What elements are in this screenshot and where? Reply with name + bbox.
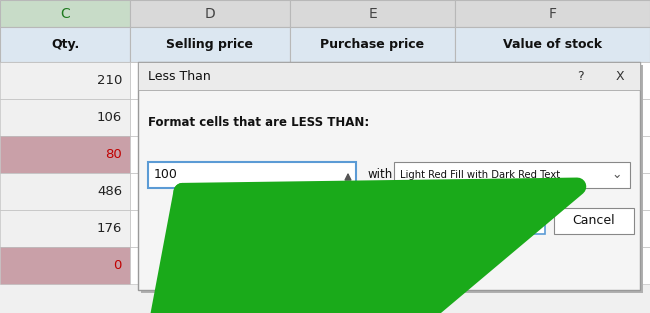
Text: Format cells that are LESS THAN:: Format cells that are LESS THAN: — [148, 115, 369, 129]
FancyBboxPatch shape — [130, 27, 290, 62]
FancyBboxPatch shape — [290, 0, 455, 27]
FancyBboxPatch shape — [0, 136, 130, 173]
Text: 486: 486 — [97, 185, 122, 198]
Text: 176: 176 — [97, 222, 122, 235]
Text: Qty.: Qty. — [51, 38, 79, 51]
Text: 7: 7 — [634, 185, 642, 198]
Text: 2: 2 — [634, 148, 642, 161]
Text: C: C — [60, 7, 70, 20]
FancyBboxPatch shape — [455, 0, 650, 27]
Text: 100: 100 — [154, 168, 178, 182]
Text: D: D — [205, 7, 215, 20]
FancyBboxPatch shape — [455, 62, 650, 99]
FancyBboxPatch shape — [148, 162, 356, 188]
FancyBboxPatch shape — [465, 208, 545, 234]
FancyBboxPatch shape — [290, 62, 455, 99]
Text: Purchase price: Purchase price — [320, 38, 424, 51]
Text: $49.00: $49.00 — [236, 74, 282, 87]
FancyBboxPatch shape — [0, 0, 130, 27]
FancyBboxPatch shape — [0, 62, 130, 99]
FancyBboxPatch shape — [0, 247, 130, 284]
Text: E: E — [368, 7, 377, 20]
Text: 8: 8 — [634, 222, 642, 235]
FancyBboxPatch shape — [130, 0, 290, 27]
FancyBboxPatch shape — [455, 136, 650, 173]
FancyBboxPatch shape — [554, 208, 634, 234]
Text: $59.00: $59.00 — [236, 259, 282, 272]
FancyBboxPatch shape — [455, 99, 650, 136]
FancyBboxPatch shape — [0, 27, 130, 62]
Text: 210: 210 — [97, 74, 122, 87]
FancyBboxPatch shape — [0, 173, 130, 210]
Text: with: with — [368, 168, 393, 182]
Text: 106: 106 — [97, 111, 122, 124]
FancyBboxPatch shape — [290, 247, 455, 284]
Text: ⌄: ⌄ — [612, 168, 622, 182]
FancyBboxPatch shape — [130, 62, 290, 99]
Text: 9: 9 — [634, 111, 642, 124]
FancyBboxPatch shape — [290, 27, 455, 62]
FancyBboxPatch shape — [130, 99, 290, 136]
Text: $9.80: $9.80 — [410, 74, 447, 87]
FancyBboxPatch shape — [394, 162, 630, 188]
Text: 0: 0 — [114, 259, 122, 272]
FancyBboxPatch shape — [130, 173, 290, 210]
FancyBboxPatch shape — [130, 136, 290, 173]
Text: ?: ? — [577, 69, 583, 83]
FancyBboxPatch shape — [0, 210, 130, 247]
FancyBboxPatch shape — [455, 173, 650, 210]
Text: Less Than: Less Than — [148, 69, 211, 83]
FancyBboxPatch shape — [0, 99, 130, 136]
FancyBboxPatch shape — [455, 210, 650, 247]
Text: $10.29: $10.29 — [595, 74, 642, 87]
Text: 80: 80 — [105, 148, 122, 161]
FancyBboxPatch shape — [290, 136, 455, 173]
Text: Light Red Fill with Dark Red Text: Light Red Fill with Dark Red Text — [400, 170, 560, 180]
Text: Selling price: Selling price — [166, 38, 254, 51]
FancyBboxPatch shape — [138, 62, 640, 90]
FancyBboxPatch shape — [455, 247, 650, 284]
FancyBboxPatch shape — [138, 62, 640, 290]
FancyBboxPatch shape — [455, 27, 650, 62]
Text: Value of stock: Value of stock — [503, 38, 602, 51]
Text: Cancel: Cancel — [573, 214, 616, 228]
Text: X: X — [616, 69, 624, 83]
FancyBboxPatch shape — [141, 65, 643, 293]
Text: $11.80: $11.80 — [400, 259, 447, 272]
FancyBboxPatch shape — [130, 210, 290, 247]
Text: $: $ — [634, 259, 642, 272]
FancyBboxPatch shape — [290, 173, 455, 210]
FancyBboxPatch shape — [290, 210, 455, 247]
Text: OK: OK — [496, 214, 514, 228]
FancyBboxPatch shape — [130, 247, 290, 284]
FancyBboxPatch shape — [290, 99, 455, 136]
Text: F: F — [549, 7, 556, 20]
